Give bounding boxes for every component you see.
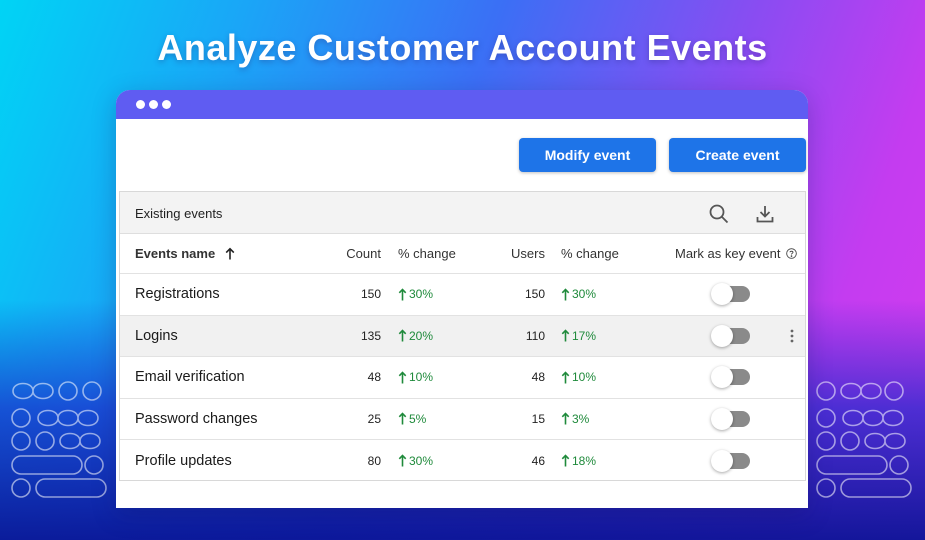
toggle-knob[interactable] <box>711 366 733 389</box>
decorative-pattern-left <box>11 381 107 498</box>
event-users-change: 10% <box>561 357 596 398</box>
column-users[interactable]: Users <box>511 246 545 261</box>
arrow-up-icon <box>561 288 570 301</box>
event-count-change-value: 10% <box>409 370 434 385</box>
key-event-toggle-cell <box>711 274 750 315</box>
event-name[interactable]: Logins <box>135 327 178 344</box>
column-key-event-label: Mark as key event <box>675 246 781 261</box>
panel-title: Existing events <box>135 206 223 221</box>
event-users: 46 <box>531 453 545 468</box>
table-row-3[interactable]: Password changes 25 5% 15 3% <box>120 399 805 440</box>
window-dot-2[interactable] <box>149 100 158 109</box>
event-count-change-value: 5% <box>409 411 427 426</box>
event-count-change: 10% <box>398 357 433 398</box>
window-controls <box>136 100 171 109</box>
event-users-change: 3% <box>561 399 589 440</box>
key-event-toggle[interactable] <box>711 366 750 389</box>
arrow-up-icon <box>398 329 407 342</box>
key-event-toggle-cell <box>711 316 750 357</box>
event-count-change-value: 30% <box>409 453 434 468</box>
event-users-change: 30% <box>561 274 596 315</box>
column-count-change[interactable]: % change <box>398 246 456 261</box>
key-event-toggle-cell <box>711 440 750 482</box>
window-dot-3[interactable] <box>162 100 171 109</box>
event-users: 15 <box>531 411 545 426</box>
table-row-2[interactable]: Email verification 48 10% 48 10% <box>120 357 805 399</box>
more-vertical-icon[interactable] <box>790 329 794 343</box>
arrow-up-icon <box>561 412 570 425</box>
event-users-change-value: 10% <box>572 370 597 385</box>
window-dot-1[interactable] <box>136 100 145 109</box>
event-users: 150 <box>524 287 545 302</box>
sort-ascending-icon[interactable] <box>225 247 235 260</box>
toggle-knob[interactable] <box>711 324 733 347</box>
event-count-change-value: 20% <box>409 328 434 343</box>
event-count-change: 5% <box>398 399 426 440</box>
arrow-up-icon <box>398 412 407 425</box>
event-count: 135 <box>360 328 381 343</box>
event-users-change-value: 3% <box>572 411 590 426</box>
key-event-toggle-cell <box>711 399 750 440</box>
events-table-body: Registrations 150 30% 150 30% Logins 135… <box>120 274 805 482</box>
event-count-change-value: 30% <box>409 287 434 302</box>
decorative-pattern-right <box>816 381 912 498</box>
arrow-up-icon <box>561 454 570 467</box>
event-name[interactable]: Registrations <box>135 286 220 303</box>
event-count: 25 <box>367 411 381 426</box>
arrow-up-icon <box>398 288 407 301</box>
arrow-up-icon <box>398 454 407 467</box>
event-name[interactable]: Password changes <box>135 410 258 427</box>
event-name[interactable]: Profile updates <box>135 452 232 469</box>
arrow-up-icon <box>561 329 570 342</box>
row-more-options[interactable] <box>790 316 794 357</box>
toggle-knob[interactable] <box>711 449 733 472</box>
event-users-change: 18% <box>561 440 596 482</box>
modify-event-button[interactable]: Modify event <box>519 138 656 172</box>
key-event-toggle[interactable] <box>711 283 750 306</box>
event-count-change: 30% <box>398 440 433 482</box>
event-users-change-value: 17% <box>572 328 597 343</box>
arrow-up-icon <box>561 371 570 384</box>
search-icon[interactable] <box>708 203 730 225</box>
download-icon[interactable] <box>754 203 776 225</box>
arrow-up-icon <box>398 371 407 384</box>
column-events-name[interactable]: Events name <box>135 234 235 273</box>
event-users-change-value: 18% <box>572 453 597 468</box>
page-headline: Analyze Customer Account Events <box>157 27 768 68</box>
table-row-4[interactable]: Profile updates 80 30% 46 18% <box>120 440 805 482</box>
toggle-knob[interactable] <box>711 283 733 306</box>
event-name[interactable]: Email verification <box>135 369 245 386</box>
window-titlebar <box>116 90 808 119</box>
event-count-change: 30% <box>398 274 433 315</box>
column-events-name-label: Events name <box>135 246 216 261</box>
event-count-change: 20% <box>398 316 433 357</box>
event-users: 110 <box>525 328 545 343</box>
help-icon[interactable] <box>785 248 797 259</box>
app-window: Modify event Create event Existing event… <box>116 90 808 508</box>
column-count[interactable]: Count <box>346 246 381 261</box>
column-users-change[interactable]: % change <box>561 246 619 261</box>
table-header-row: Events name Count % change Users % chang… <box>120 234 805 274</box>
event-users-change: 17% <box>561 316 596 357</box>
create-event-button[interactable]: Create event <box>669 138 806 172</box>
table-row-1[interactable]: Logins 135 20% 110 17% <box>120 315 805 357</box>
panel-header: Existing events <box>120 192 805 234</box>
events-panel: Existing events Events name Count % chan… <box>119 191 806 481</box>
event-count: 80 <box>367 453 381 468</box>
column-key-event: Mark as key event <box>675 234 797 273</box>
key-event-toggle[interactable] <box>711 407 750 430</box>
key-event-toggle[interactable] <box>711 449 750 472</box>
table-row-0[interactable]: Registrations 150 30% 150 30% <box>120 274 805 316</box>
toggle-knob[interactable] <box>711 407 733 430</box>
key-event-toggle-cell <box>711 357 750 398</box>
event-count: 150 <box>360 287 381 302</box>
event-users-change-value: 30% <box>572 287 597 302</box>
event-count: 48 <box>367 370 381 385</box>
event-users: 48 <box>531 370 545 385</box>
key-event-toggle[interactable] <box>711 324 750 347</box>
